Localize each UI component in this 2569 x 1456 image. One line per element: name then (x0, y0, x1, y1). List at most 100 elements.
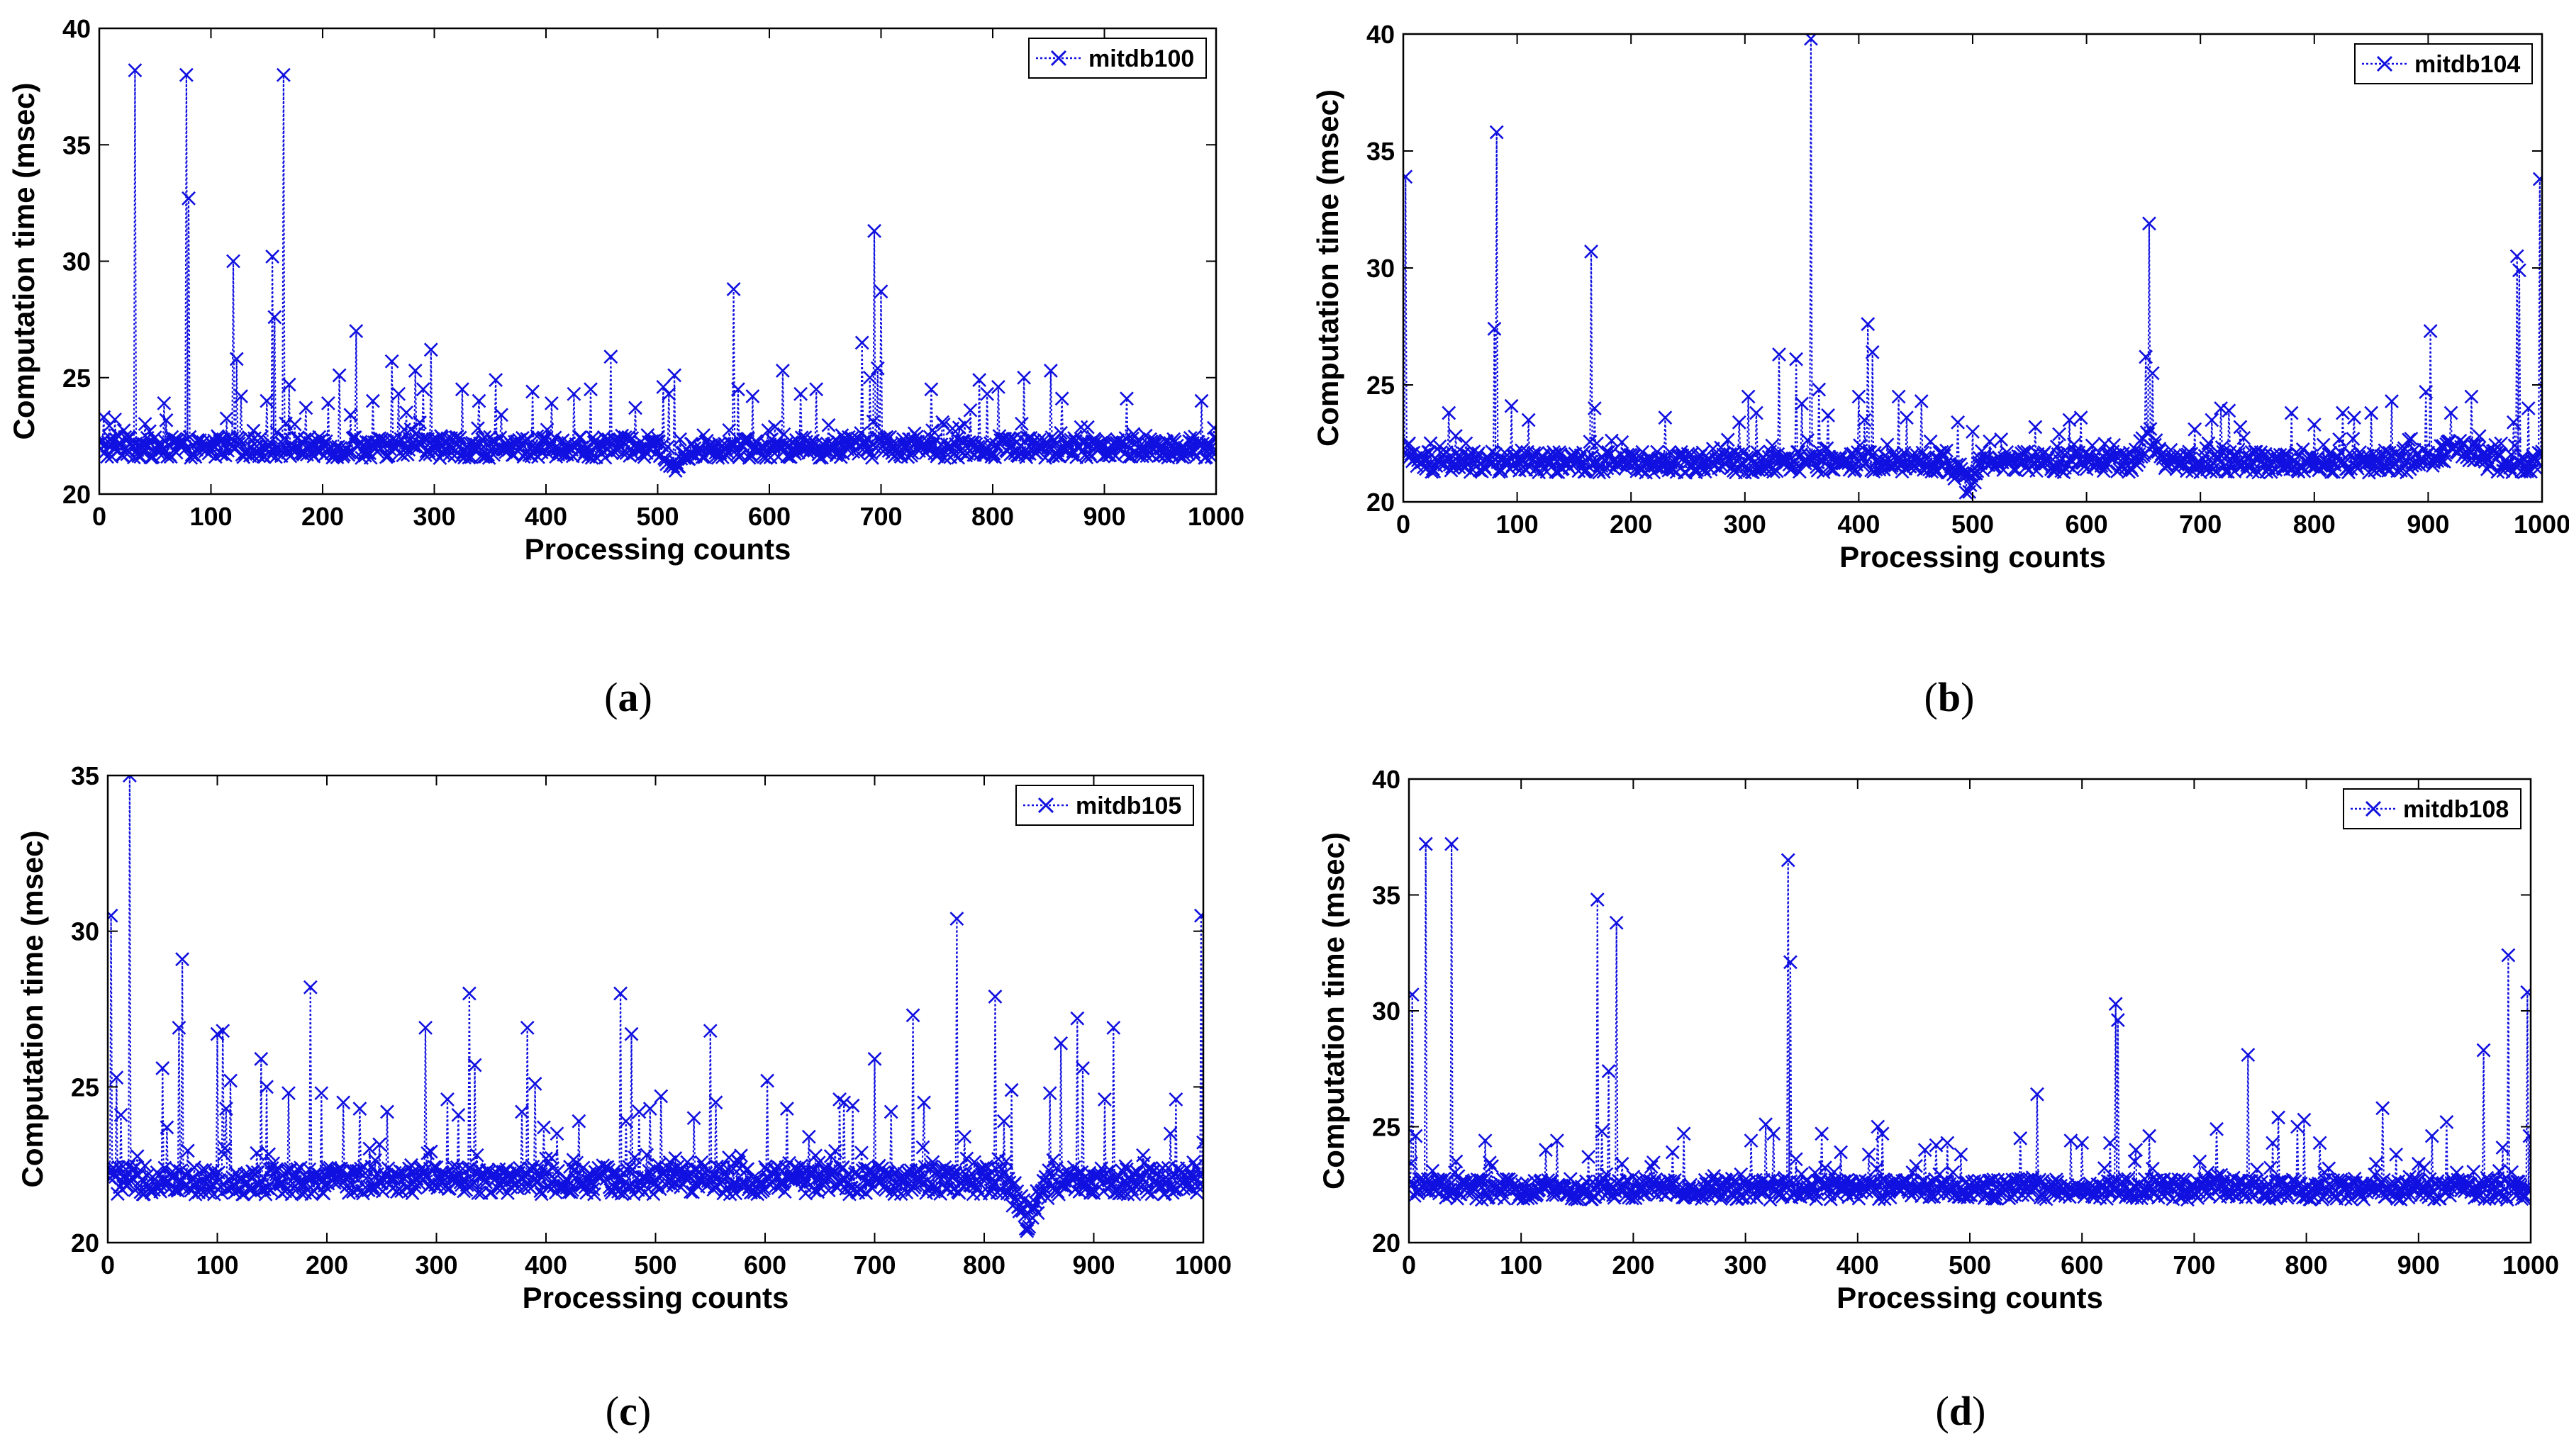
data-point (2322, 1161, 2336, 1176)
data-point (1800, 433, 1815, 447)
data-point (1116, 1186, 1131, 1201)
data-point (1953, 457, 1968, 471)
data-point (1189, 1185, 1203, 1200)
data-point (1851, 389, 1866, 404)
data-point (1403, 169, 1413, 184)
x-tick-label: 900 (2397, 1250, 2440, 1279)
data-point (993, 1182, 1008, 1197)
legend: mitdb104 (2354, 43, 2533, 84)
data-point (103, 431, 118, 446)
data-point (1022, 1219, 1037, 1234)
data-point (172, 1020, 186, 1035)
data-point (2456, 435, 2471, 450)
data-point (352, 1102, 367, 1116)
data-point (515, 1104, 529, 1119)
data-point (827, 1165, 842, 1180)
data-point (2389, 1147, 2404, 1162)
data-point (180, 1143, 195, 1158)
data-point (1753, 1185, 1768, 1200)
data-point (182, 191, 196, 206)
x-tick-label: 500 (636, 502, 679, 531)
data-point (113, 1107, 128, 1122)
data-point (1792, 464, 1807, 479)
data-point (808, 1148, 823, 1163)
data-point (2503, 460, 2517, 475)
data-point (685, 437, 700, 452)
data-point (1823, 1192, 1838, 1206)
data-point (600, 1160, 615, 1175)
legend: mitdb108 (2343, 788, 2521, 829)
data-point (308, 1165, 323, 1180)
data-point (730, 382, 745, 397)
data-point (264, 1183, 279, 1198)
data-point (734, 1148, 748, 1163)
data-point (2143, 422, 2158, 437)
data-point (996, 1114, 1011, 1129)
data-point (1118, 431, 1133, 445)
data-point (1954, 1147, 1968, 1162)
x-axis-label: Processing counts (525, 532, 791, 566)
data-point (160, 1120, 174, 1135)
data-point (1615, 1156, 1629, 1171)
data-point (1485, 1159, 1499, 1174)
data-point (265, 250, 280, 264)
data-point (660, 439, 675, 454)
data-point (1601, 1064, 1616, 1078)
x-tick-label: 600 (744, 1250, 786, 1279)
x-tick-label: 500 (1949, 1250, 1991, 1279)
data-point (1144, 1187, 1159, 1202)
data-point (1193, 908, 1203, 923)
data-point (1966, 425, 1980, 439)
data-point (1897, 445, 1912, 460)
data-point (2356, 1192, 2371, 1206)
data-point (625, 1162, 640, 1177)
y-tick-label: 25 (1366, 371, 1395, 400)
data-point (122, 775, 137, 783)
data-point (759, 451, 774, 465)
data-point (418, 1020, 433, 1035)
data-point (1946, 1165, 1961, 1180)
data-point (299, 401, 313, 415)
data-point (1821, 408, 1835, 422)
data-point (1646, 1155, 1661, 1170)
x-tick-label: 1000 (2502, 1250, 2559, 1279)
data-point (632, 1104, 647, 1119)
data-point (646, 1187, 661, 1202)
data-point (2466, 1165, 2481, 1179)
data-point (1443, 1182, 1458, 1197)
x-tick-label: 600 (748, 502, 791, 531)
legend-label: mitdb104 (2414, 51, 2520, 78)
data-point (2192, 1154, 2207, 1169)
data-point (2472, 429, 2487, 444)
data-point (2145, 366, 2160, 381)
data-point (1848, 462, 1863, 477)
x-tick-label: 100 (1496, 510, 1539, 539)
panel-caption-letter: c (619, 1388, 637, 1434)
data-point (1098, 1092, 1112, 1107)
data-point (893, 1187, 908, 1202)
series-markers (1409, 836, 2531, 1207)
data-point (462, 450, 477, 465)
x-tick-label: 800 (2285, 1250, 2328, 1279)
panel-caption-letter: a (618, 674, 639, 720)
data-point (986, 1179, 1001, 1194)
data-point (854, 426, 869, 440)
data-point (2464, 389, 2479, 404)
data-point (1471, 446, 1486, 461)
legend: mitdb100 (1028, 38, 1207, 79)
data-point (1076, 1061, 1090, 1075)
data-point (2500, 1192, 2514, 1207)
data-point (1476, 1173, 1490, 1188)
x-tick-label: 500 (1951, 510, 1994, 539)
data-point (1922, 1189, 1936, 1204)
y-tick-label: 20 (62, 480, 91, 509)
data-point (397, 1171, 412, 1186)
data-point (1504, 1174, 1518, 1189)
data-point (603, 349, 618, 364)
data-point (2131, 454, 2146, 469)
data-point (2075, 1136, 2090, 1150)
data-point (1581, 1150, 1596, 1164)
data-point (182, 430, 197, 444)
x-tick-label: 100 (189, 502, 232, 531)
data-point (1914, 394, 1929, 409)
